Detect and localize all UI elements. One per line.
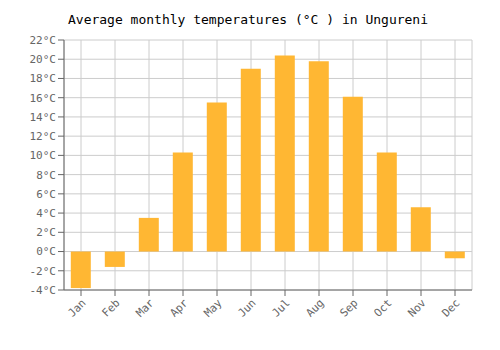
svg-text:18°C: 18°C: [30, 72, 57, 85]
svg-text:6°C: 6°C: [36, 188, 56, 201]
svg-text:20°C: 20°C: [30, 53, 57, 66]
svg-text:Jun: Jun: [235, 296, 258, 319]
svg-text:May: May: [201, 296, 225, 320]
svg-text:2°C: 2°C: [36, 226, 56, 239]
svg-text:Aug: Aug: [303, 296, 326, 319]
svg-text:Nov: Nov: [405, 296, 429, 320]
svg-text:Sep: Sep: [337, 296, 360, 319]
svg-text:Feb: Feb: [99, 296, 122, 319]
svg-text:Mar: Mar: [133, 296, 157, 320]
svg-text:10°C: 10°C: [30, 149, 57, 162]
svg-text:8°C: 8°C: [36, 169, 56, 182]
svg-text:Oct: Oct: [371, 296, 394, 319]
svg-text:-4°C: -4°C: [30, 284, 57, 297]
svg-text:12°C: 12°C: [30, 130, 57, 143]
svg-text:Apr: Apr: [167, 296, 191, 320]
html-text:Average monthly temperatures (: Average monthly temperatures (°C ) in Un…: [68, 12, 428, 27]
svg-text:0°C: 0°C: [36, 245, 56, 258]
svg-text:Jan: Jan: [65, 296, 88, 319]
svg-text:-2°C: -2°C: [30, 265, 57, 278]
svg-text:Jul: Jul: [269, 296, 292, 319]
svg-text:14°C: 14°C: [30, 111, 57, 124]
svg-text:22°C: 22°C: [30, 34, 57, 47]
svg-text:Dec: Dec: [439, 296, 462, 319]
svg-text:16°C: 16°C: [30, 92, 57, 105]
svg-text:4°C: 4°C: [36, 207, 56, 220]
